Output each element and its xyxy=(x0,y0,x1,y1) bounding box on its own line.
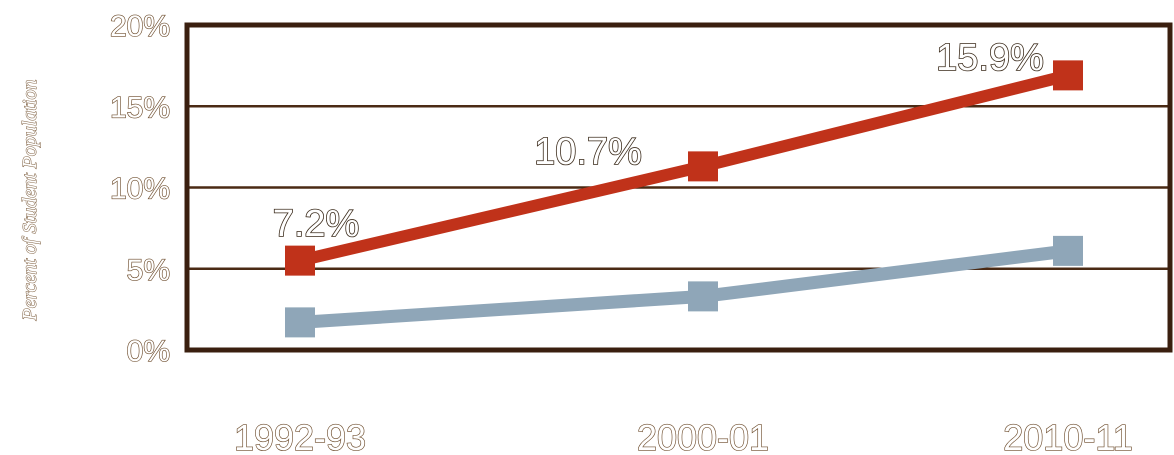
x-tick-label: 2010-11 xyxy=(1003,417,1132,455)
y-tick-label: 5% xyxy=(127,254,170,287)
y-tick-label: 15% xyxy=(110,91,170,124)
gridlines xyxy=(187,105,1170,270)
series-1-marker xyxy=(688,281,718,312)
series-1-marker xyxy=(285,307,315,338)
plot-frame xyxy=(184,22,1173,353)
y-tick-label: 0% xyxy=(127,335,170,368)
series-group xyxy=(285,60,1083,338)
y-tick-label: 10% xyxy=(110,173,170,206)
x-tick-label: 1992-93 xyxy=(234,417,366,455)
y-tick-label: 20% xyxy=(110,10,170,43)
series-1-marker xyxy=(1053,235,1083,266)
series-line-0 xyxy=(298,69,1070,267)
plot-border xyxy=(184,22,1173,353)
x-tick-label: 2000-01 xyxy=(637,417,769,455)
data-label: 7.2% xyxy=(273,203,360,245)
series-0-marker xyxy=(285,245,315,276)
y-axis-ticks: 0% 5% 10% 15% 20% xyxy=(109,9,170,368)
series-0-marker xyxy=(688,151,718,182)
data-labels: 7.2% 10.7% 15.9% xyxy=(272,36,1045,246)
x-axis-ticks: 1992-93 2000-01 2010-11 xyxy=(233,416,1133,455)
data-label: 10.7% xyxy=(534,131,642,173)
y-axis-title: Percent of Student Population xyxy=(19,80,41,322)
series-line-1 xyxy=(299,244,1069,329)
data-label: 15.9% xyxy=(936,37,1044,79)
series-0-marker xyxy=(1053,60,1083,91)
